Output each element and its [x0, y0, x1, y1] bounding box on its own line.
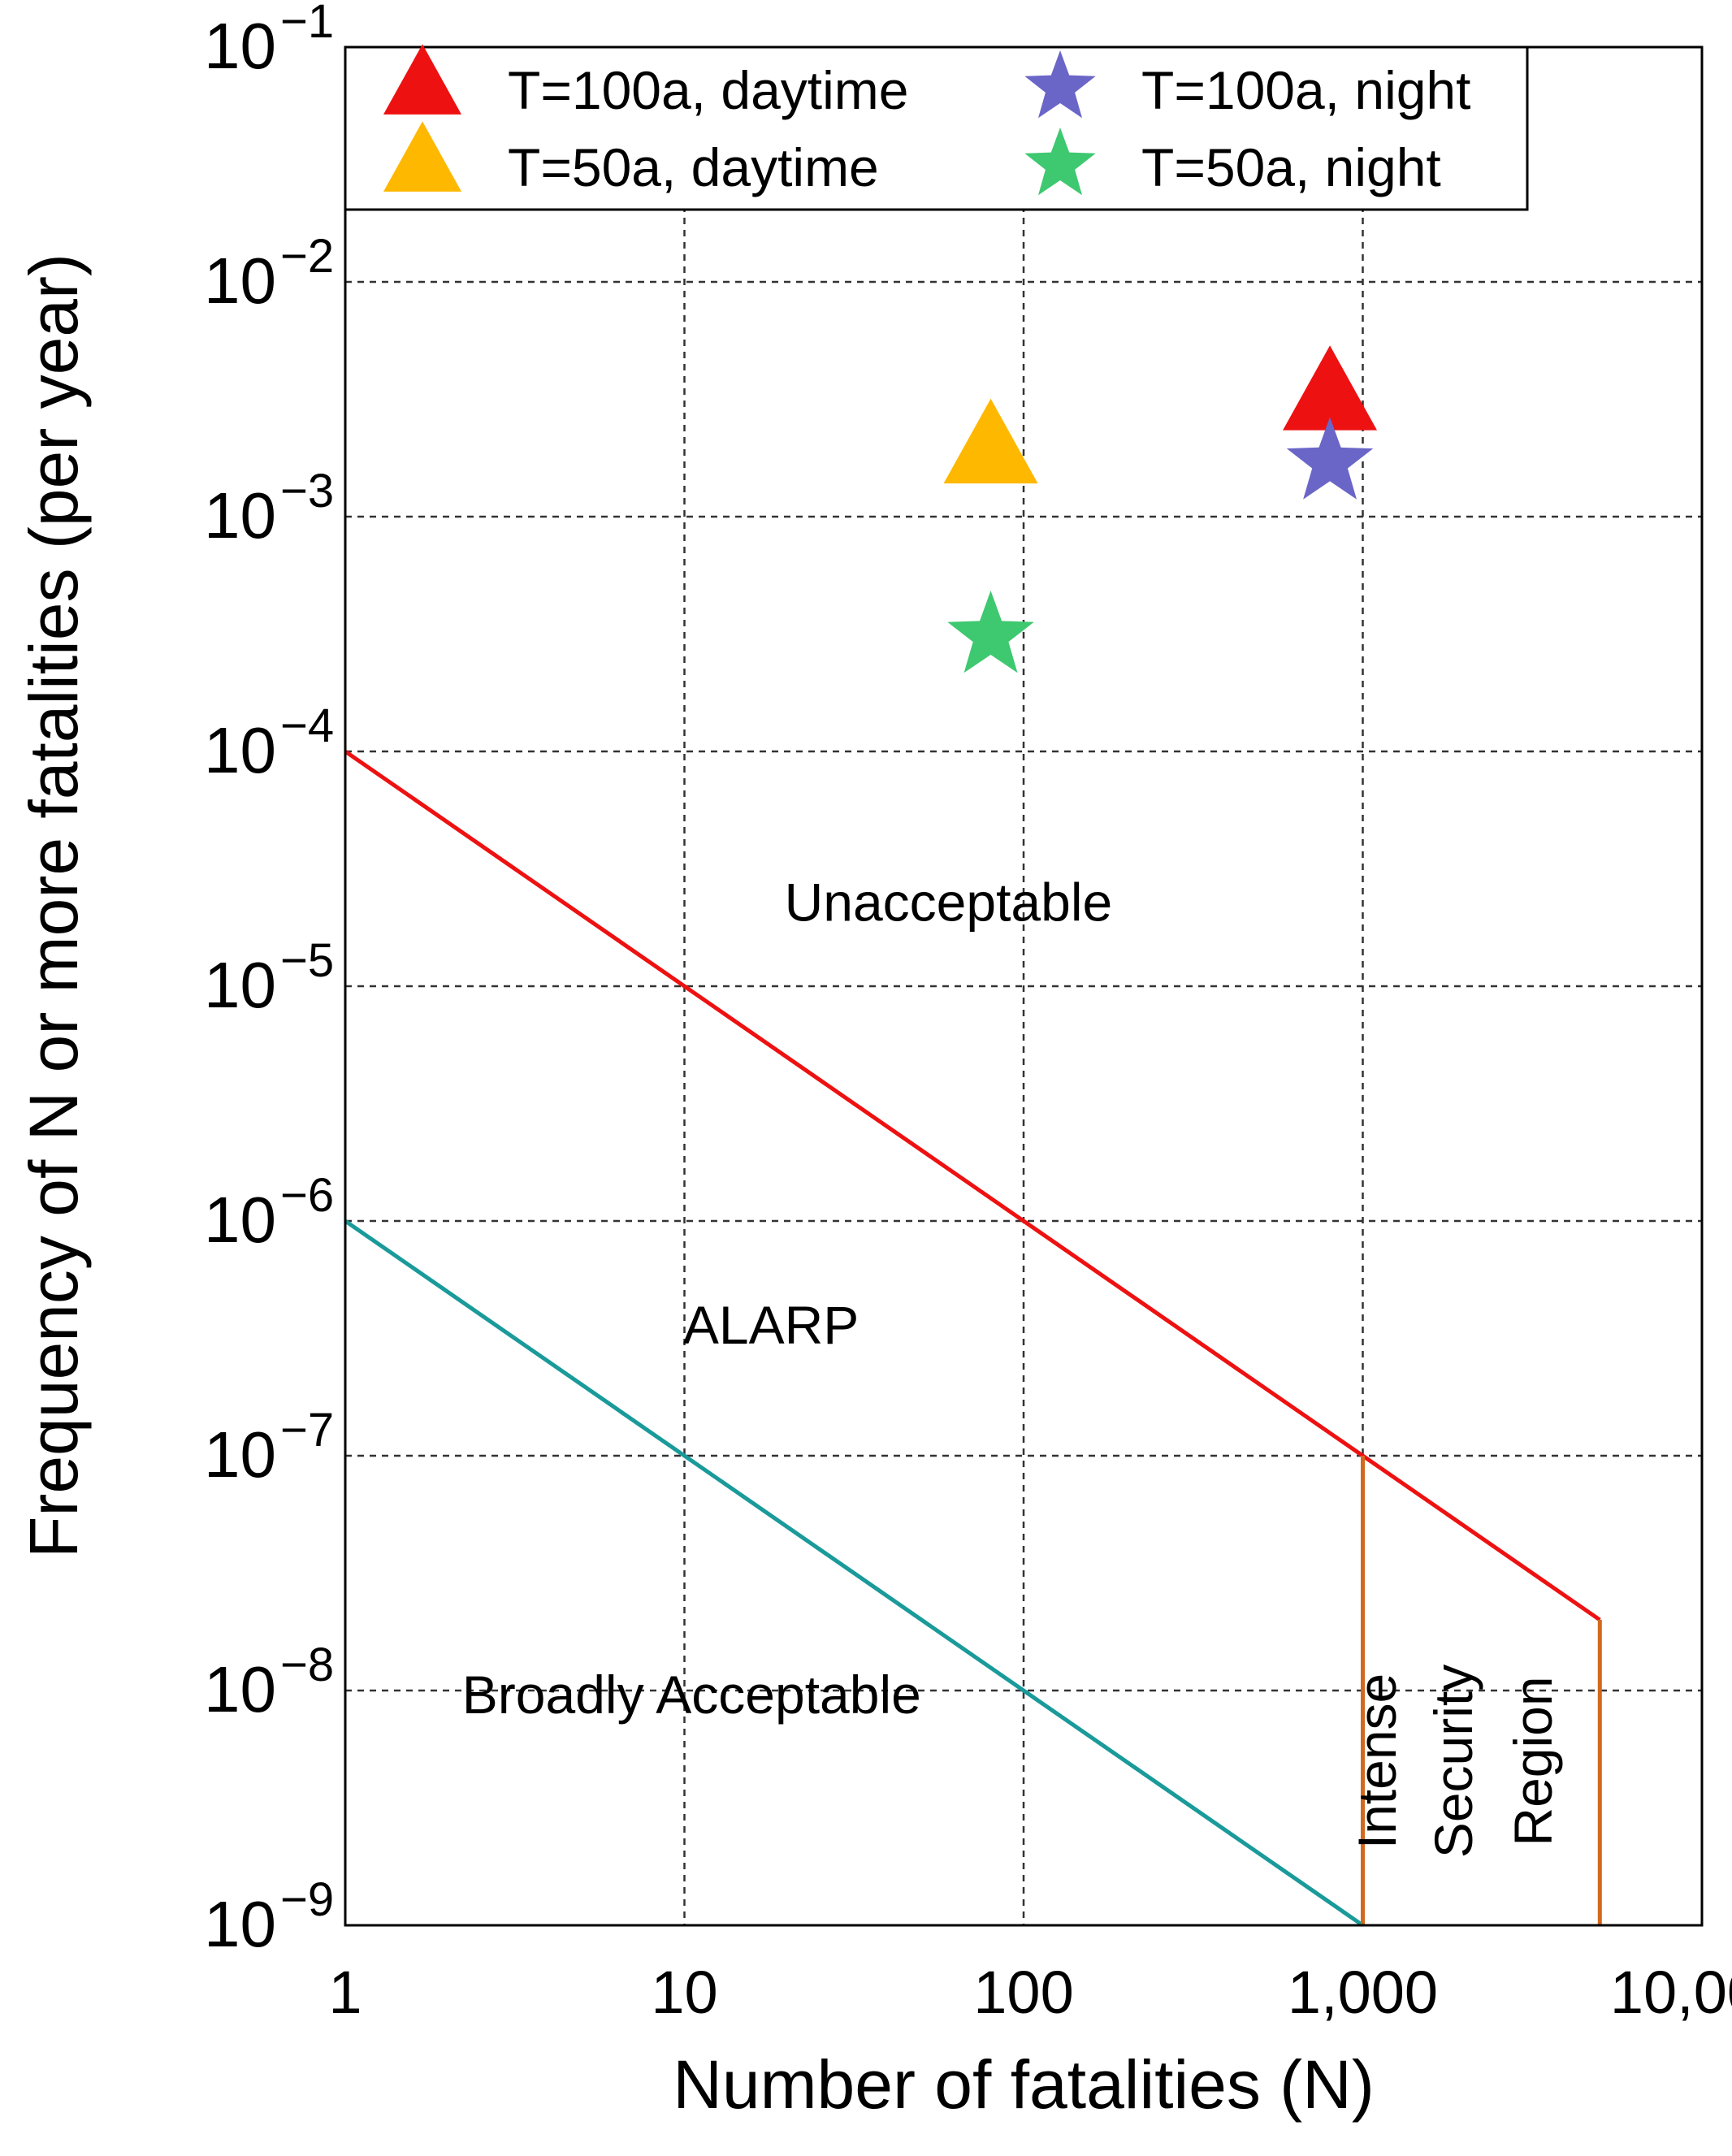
- criterion-lines: [344, 749, 1602, 1928]
- legend-marker-star: [1024, 50, 1096, 119]
- region-labels: Unacceptable ALARP Broadly Acceptable Inten…: [462, 872, 1563, 1858]
- marker-star-t-100a-night: [1286, 417, 1374, 500]
- x-tick-label: 1: [328, 1959, 362, 2026]
- y-axis-title: Frequency of N or more fatalities (per y…: [15, 253, 92, 1558]
- y-tick-label: 10: [204, 1184, 276, 1256]
- marker-star-t-50a-night: [947, 591, 1034, 673]
- y-tick-label: 10: [204, 1418, 276, 1491]
- x-tick-label: 10,000: [1610, 1959, 1732, 2026]
- region-label-unacceptable: Unacceptable: [785, 872, 1113, 932]
- y-tick-exponent: −8: [280, 1639, 334, 1691]
- upper-limit-line: [344, 749, 1601, 1622]
- y-tick-exponent: −3: [280, 465, 334, 517]
- region-label-intense: Intense: [1347, 1673, 1407, 1850]
- y-tick-exponent: −1: [280, 0, 334, 48]
- lower-limit-line: [344, 1219, 1364, 1928]
- y-tick-label: 10: [204, 1653, 276, 1725]
- y-tick-label: 10: [204, 949, 276, 1021]
- region-label-security: Security: [1423, 1665, 1483, 1858]
- y-tick-exponent: −2: [280, 230, 334, 283]
- legend-marker-star: [1024, 128, 1096, 196]
- y-tick-exponent: −4: [280, 699, 334, 752]
- legend-label: T=50a, night: [1141, 137, 1441, 197]
- legend-marker-triangle: [383, 44, 461, 115]
- legend-label: T=50a, daytime: [508, 137, 879, 197]
- x-tick-label: 100: [973, 1959, 1073, 2026]
- y-tick-exponent: −9: [280, 1873, 334, 1926]
- y-tick-exponent: −6: [280, 1169, 334, 1222]
- x-tick-label: 10: [651, 1959, 717, 2026]
- legend-marker-triangle: [383, 121, 461, 192]
- data-markers: [943, 345, 1378, 673]
- region-label-alarp: ALARP: [683, 1295, 859, 1355]
- region-label-broadly-acceptable: Broadly Acceptable: [462, 1665, 921, 1725]
- y-tick-label: 10: [204, 714, 276, 786]
- legend: T=100a, daytime T=50a, daytime T=100a, nig…: [344, 44, 1529, 211]
- marker-triangle-t-50a-daytime: [943, 398, 1038, 484]
- region-label-region: Region: [1503, 1676, 1563, 1846]
- x-tick-label: 1,000: [1288, 1959, 1438, 2026]
- y-tick-label: 10: [204, 479, 276, 552]
- y-tick-exponent: −5: [280, 934, 334, 987]
- y-tick-label: 10: [204, 1888, 276, 1960]
- grid-lines: [345, 47, 1702, 1925]
- y-tick-label: 10: [204, 10, 276, 82]
- y-tick-exponent: −7: [280, 1404, 334, 1457]
- marker-triangle-t-100a-daytime: [1283, 345, 1378, 431]
- legend-box: [344, 45, 1529, 211]
- x-axis-title: Number of fatalities (N): [673, 2046, 1375, 2123]
- legend-label: T=100a, daytime: [508, 60, 908, 120]
- y-tick-label: 10: [204, 245, 276, 317]
- axis-tick-labels: 1101001,00010,00010−910−810−710−610−510−…: [204, 0, 1732, 2026]
- legend-label: T=100a, night: [1141, 60, 1470, 120]
